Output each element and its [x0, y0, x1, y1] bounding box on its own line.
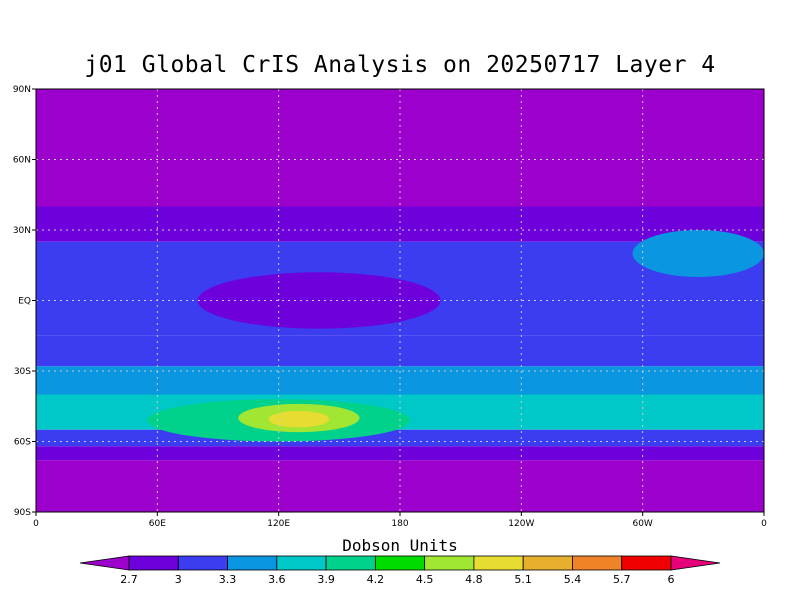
x-tick-label: 120E [267, 519, 290, 529]
colorbar-segment [227, 555, 278, 571]
colorbar-segment [374, 555, 426, 571]
colorbar-segment [572, 555, 623, 571]
y-tick-label: 60N [13, 156, 31, 166]
colorbar-tick-label: 2.7 [120, 573, 138, 586]
colorbar-title: Dobson Units [342, 536, 458, 555]
x-tick-label: 180 [391, 519, 408, 529]
grid-lines [36, 89, 764, 512]
colorbar-tick-label: 3.9 [317, 573, 335, 586]
y-tick-label: 90N [13, 85, 31, 95]
colorbar-tick-label: 4.2 [367, 573, 385, 586]
colorbar-tick-label: 5.7 [613, 573, 631, 586]
colorbar-tick-label: 3 [175, 573, 182, 586]
x-tick-label: 120W [508, 519, 534, 529]
y-tick-label: 30S [14, 367, 31, 377]
x-tick-label: 0 [761, 519, 767, 529]
colorbar-segment [424, 555, 475, 571]
x-tick-label: 60W [632, 519, 652, 529]
field-band-9 [36, 446, 764, 461]
colorbar-tick-label: 3.6 [268, 573, 286, 586]
colorbar: 2.7 3 3.3 3.6 3.9 4.2 4.5 4.8 5.1 5.4 5.7 6 [79, 555, 721, 586]
colorbar-tick-label: 4.5 [416, 573, 434, 586]
y-tick-label: 30N [13, 226, 31, 236]
y-tick-label: 60S [14, 438, 31, 448]
colorbar-segment [276, 555, 327, 571]
chart-title: j01 Global CrIS Analysis on 20250717 Lay… [84, 52, 716, 78]
colorbar-segment [473, 555, 524, 571]
field-feature-3 [268, 410, 330, 428]
y-tick-label: EQ [18, 297, 31, 307]
colorbar-segment [128, 555, 179, 571]
colorbar-segment [621, 555, 672, 571]
colorbar-tick-label: 4.8 [465, 573, 483, 586]
field-band-5 [36, 335, 764, 367]
colorbar-segment [177, 555, 228, 571]
y-tick-label: 90S [14, 508, 31, 518]
colorbar-tick-label: 3.3 [219, 573, 237, 586]
x-tick-label: 0 [33, 519, 39, 529]
colorbar-max-arrow [670, 555, 721, 571]
x-tick-label: 60E [149, 519, 166, 529]
field-feature-4 [632, 230, 764, 277]
field-band-0 [36, 89, 764, 160]
colorbar-tick-label: 6 [668, 573, 675, 586]
colorbar-min-arrow [79, 555, 130, 571]
colorbar-tick-label: 5.4 [564, 573, 582, 586]
colorbar-segment [522, 555, 573, 571]
axis-ticks: 0 60E 120E 180 120W 60W 0 90N 60N 30N EQ 30S 60S 90S [13, 85, 767, 529]
field-band-2 [36, 206, 764, 242]
colorbar-tick-label: 5.1 [514, 573, 532, 586]
colorbar-segment [325, 555, 376, 571]
field-band-1 [36, 159, 764, 207]
